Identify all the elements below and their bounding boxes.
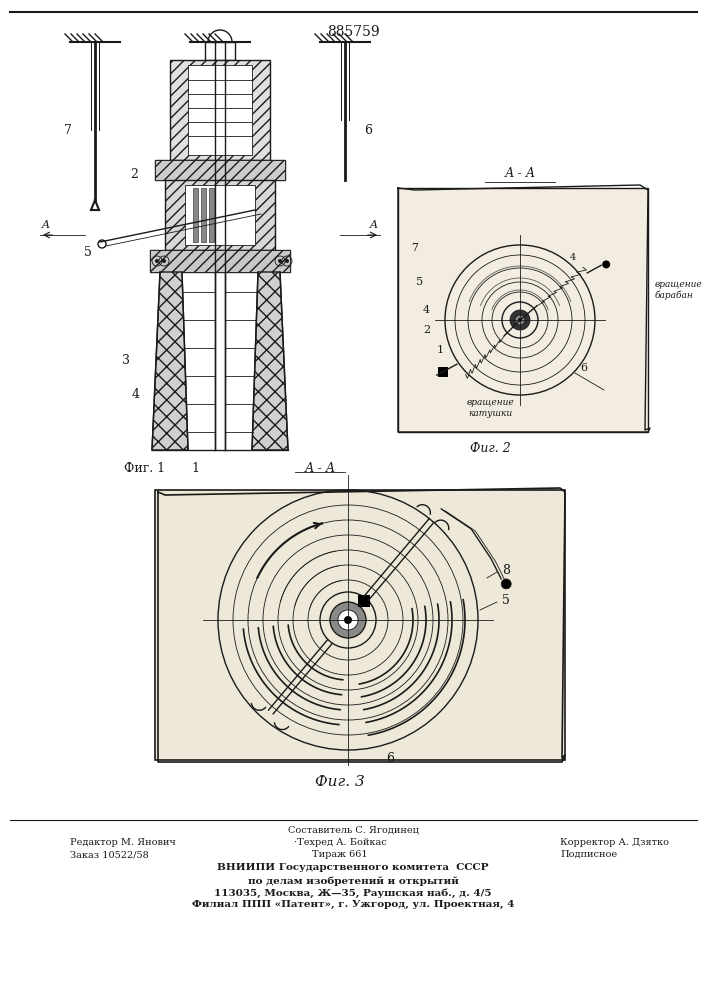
Text: вращение
катушки: вращение катушки <box>466 398 514 418</box>
Circle shape <box>278 259 282 263</box>
Text: 2: 2 <box>423 325 431 335</box>
Text: ·Техред А. Бойкас: ·Техред А. Бойкас <box>293 838 386 847</box>
Text: Фиг. 3: Фиг. 3 <box>315 775 365 789</box>
Bar <box>358 595 370 607</box>
Circle shape <box>515 315 525 325</box>
Polygon shape <box>398 188 648 432</box>
Circle shape <box>518 318 522 322</box>
Bar <box>165 180 275 250</box>
Circle shape <box>330 602 366 638</box>
Text: 5: 5 <box>84 245 92 258</box>
Text: Фиг. 1: Фиг. 1 <box>124 462 165 475</box>
Bar <box>201 188 206 242</box>
Circle shape <box>602 260 610 268</box>
Text: 5: 5 <box>416 277 423 287</box>
Text: Подписное: Подписное <box>560 850 617 859</box>
Bar <box>150 250 290 272</box>
Bar <box>193 188 198 242</box>
Bar <box>188 65 252 155</box>
Bar <box>438 367 448 377</box>
Circle shape <box>155 259 159 263</box>
Text: ВНИИПИ Государственного комитета  СССР: ВНИИПИ Государственного комитета СССР <box>217 863 489 872</box>
Circle shape <box>162 259 166 263</box>
Text: 2: 2 <box>130 168 138 182</box>
Polygon shape <box>155 490 565 760</box>
Circle shape <box>344 616 352 624</box>
Text: Фиг. 2: Фиг. 2 <box>469 442 510 455</box>
Text: 5: 5 <box>502 593 510 606</box>
Text: A: A <box>370 220 378 230</box>
Bar <box>155 160 285 180</box>
Text: Составитель С. Ягодинец: Составитель С. Ягодинец <box>288 825 419 834</box>
Circle shape <box>338 610 358 630</box>
Bar <box>170 60 270 160</box>
Bar <box>155 160 285 180</box>
Circle shape <box>501 579 511 589</box>
Circle shape <box>285 259 289 263</box>
Circle shape <box>98 240 106 248</box>
Text: 7: 7 <box>64 123 72 136</box>
Text: А - А: А - А <box>305 462 336 475</box>
Text: 4: 4 <box>570 253 576 262</box>
Text: Тираж 661: Тираж 661 <box>312 850 368 859</box>
Text: 885759: 885759 <box>327 25 380 39</box>
Text: 7: 7 <box>411 243 419 253</box>
Text: 8: 8 <box>502 564 510 576</box>
Text: 6: 6 <box>364 123 372 136</box>
Text: А - А: А - А <box>504 167 536 180</box>
Text: 6: 6 <box>386 752 394 765</box>
Text: Заказ 10522/58: Заказ 10522/58 <box>70 850 148 859</box>
Text: вращение
барабан: вращение барабан <box>655 280 703 300</box>
Text: 1: 1 <box>436 345 443 355</box>
Text: 113035, Москва, Ж—35, Раушская наб., д. 4/5: 113035, Москва, Ж—35, Раушская наб., д. … <box>214 888 492 898</box>
Bar <box>205 42 235 60</box>
Bar <box>185 185 255 245</box>
Text: 1: 1 <box>191 462 199 475</box>
Text: Редактор М. Янович: Редактор М. Янович <box>70 838 176 847</box>
Bar <box>209 188 214 242</box>
Polygon shape <box>152 272 188 450</box>
Text: 4: 4 <box>423 305 430 315</box>
Text: 3: 3 <box>122 354 130 366</box>
Text: 6: 6 <box>580 363 587 373</box>
Circle shape <box>510 310 530 330</box>
Bar <box>150 250 290 272</box>
Text: Филиал ППП «Патент», г. Ужгород, ул. Проектная, 4: Филиал ППП «Патент», г. Ужгород, ул. Про… <box>192 900 514 909</box>
Text: A: A <box>42 220 50 230</box>
Polygon shape <box>252 272 288 450</box>
Text: по делам изобретений и открытий: по делам изобретений и открытий <box>247 876 458 886</box>
Text: 4: 4 <box>132 388 140 401</box>
Text: Корректор А. Дзятко: Корректор А. Дзятко <box>560 838 669 847</box>
